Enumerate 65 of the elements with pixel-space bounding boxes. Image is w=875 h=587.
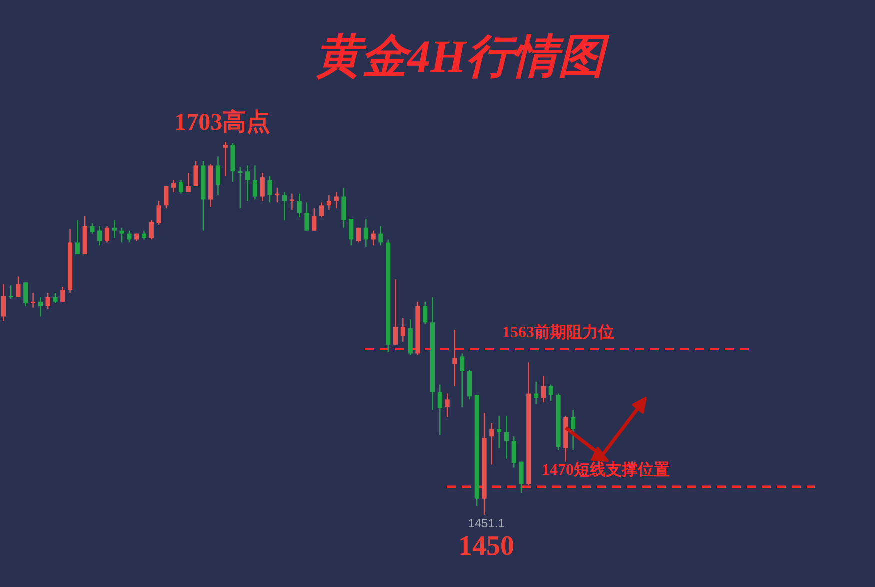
candlestick [445,393,450,418]
candlestick [112,220,117,239]
chart-title: 黄金4H行情图 [316,30,610,82]
candlestick [541,375,546,404]
candlestick [275,187,280,204]
candlestick [98,226,102,246]
candlestick [252,165,258,200]
annotation: 1703高点 [174,108,271,136]
candlestick [172,180,176,193]
candlestick [312,208,317,232]
candlestick [8,285,14,300]
candlestick [319,202,324,218]
candlestick [223,141,228,177]
candlestick [364,218,368,248]
candlestick [216,156,221,196]
candlestick [571,409,576,451]
candlestick [548,384,554,402]
candlestick [149,220,154,240]
candlestick [104,226,110,244]
candlestick [90,222,95,234]
candlestick [438,384,442,436]
candlestick [534,381,539,405]
candlestick [186,172,191,193]
candlestick [238,166,243,210]
ref-line-label: 1470短线支撑位置 [542,461,670,480]
candlestick [30,292,36,308]
candlestick [490,422,494,466]
candlestick [342,187,346,228]
candlestick [304,202,310,232]
candlestick [156,200,162,226]
candlestick [282,192,288,222]
candlestick [393,279,398,346]
candlestick [1,284,6,322]
candlestick [400,318,406,342]
candlestick [326,194,332,211]
candlestick [194,160,198,188]
candlestick [16,276,21,298]
candlestick [452,329,458,387]
candlestick [460,353,465,408]
annotation: 1451.1 [468,516,506,530]
candlestick [127,230,132,244]
candlestick [378,226,384,246]
candlestick [290,193,294,211]
candlestick [53,292,58,304]
candlestick [504,415,510,460]
candlestick [260,172,265,202]
candlestick [246,165,250,202]
candlestick [512,436,516,468]
candlestick [46,292,50,310]
candlestick [75,220,80,256]
candlestick [178,180,184,194]
candlestick [297,193,302,218]
candlestick [519,461,524,494]
candlestick [120,227,124,244]
candlestick [164,186,169,210]
annotation: 1450 [458,530,515,562]
candlestick [24,282,28,307]
candlestick [356,227,362,244]
candlestick [268,175,272,204]
ref-line-label: 1563前期阻力位 [502,323,614,342]
candlestick [371,230,376,246]
candlestick [349,218,354,246]
candlestick [423,301,428,325]
candlestick [60,286,66,303]
candlestick [38,296,43,318]
